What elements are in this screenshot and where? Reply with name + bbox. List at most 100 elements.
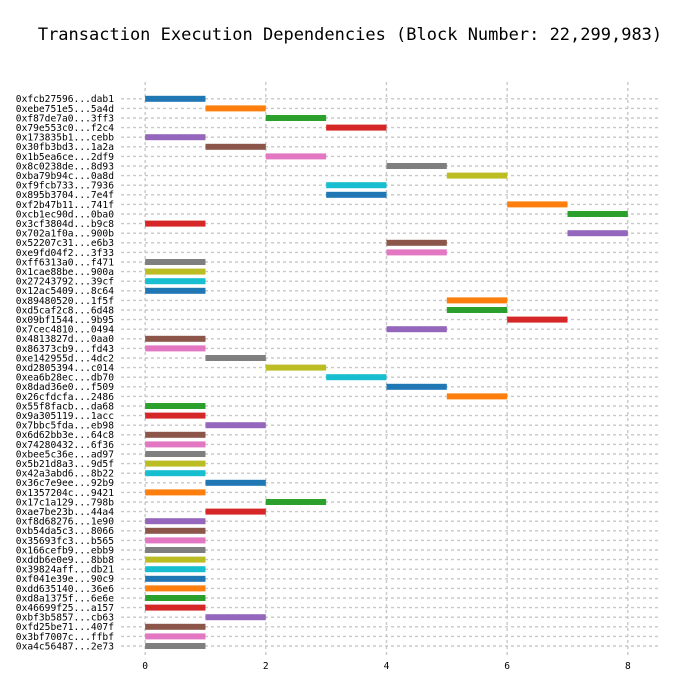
- task-bar: [145, 431, 206, 438]
- y-tick-label: 0xebe751e5...5a4d: [16, 104, 114, 115]
- task-bar: [265, 153, 327, 160]
- y-tick-label: 0x5b21d8a3...9d5f: [16, 459, 114, 470]
- y-tick-label: 0x1b5ea6ce...2df9: [16, 152, 114, 163]
- y-tick-label: 0x30fb3bd3...1a2a: [16, 142, 114, 153]
- x-tick-label: 2: [263, 661, 269, 672]
- task-bar: [205, 422, 266, 429]
- task-bar: [145, 575, 206, 582]
- y-tick-label: 0xa4c56487...2e73: [16, 641, 114, 652]
- y-tick-label: 0x52207c31...e6b3: [16, 238, 114, 249]
- task-bar: [145, 451, 206, 457]
- y-tick-label: 0xd2805394...c014: [16, 363, 114, 374]
- y-gridlines: [121, 98, 658, 647]
- task-bar: [145, 470, 206, 477]
- task-bar: [145, 518, 206, 525]
- task-bar: [145, 403, 206, 409]
- task-bar: [145, 633, 206, 640]
- task-bar: [205, 508, 266, 515]
- task-bar: [145, 595, 206, 601]
- task-bar: [145, 134, 206, 141]
- task-bar: [205, 355, 266, 361]
- task-bar: [145, 220, 206, 227]
- task-bar: [145, 460, 206, 467]
- y-tick-label: 0xf9fcb733...7936: [16, 181, 114, 192]
- y-tick-label: 0x55f8facb...da68: [16, 401, 114, 412]
- task-bar: [386, 249, 447, 256]
- y-tick-label: 0xf041e39e...90c9: [16, 574, 114, 585]
- y-tick-label: 0x27243792...39cf: [16, 277, 114, 288]
- y-tick-label: 0xfcb27596...dab1: [16, 94, 114, 105]
- y-tick-label: 0xfd25be71...407f: [16, 622, 114, 633]
- y-tick-label: 0x12ac5409...8c64: [16, 286, 114, 297]
- chart-title: Transaction Execution Dependencies (Bloc…: [38, 25, 662, 45]
- task-bar: [386, 239, 447, 246]
- y-tick-label: 0x6d62bb3e...64c8: [16, 430, 114, 441]
- task-bar: [567, 230, 628, 237]
- task-bar: [145, 537, 206, 544]
- y-tick-label: 0x26cfdcfa...2486: [16, 392, 114, 403]
- task-bar: [145, 95, 206, 102]
- y-tick-label: 0xb54da5c3...8066: [16, 526, 114, 537]
- x-tick-label: 4: [384, 661, 390, 672]
- task-bar: [145, 623, 206, 630]
- y-tick-label: 0x86373cb9...fd43: [16, 344, 114, 355]
- task-bar: [145, 566, 206, 573]
- task-bar: [145, 643, 206, 649]
- task-bar: [265, 364, 327, 371]
- y-tick-label: 0xf87de7a0...3ff3: [16, 113, 114, 124]
- task-bar: [446, 307, 508, 313]
- x-tick-label: 0: [142, 661, 148, 672]
- y-tick-label: 0x17c1a129...798b: [16, 497, 114, 508]
- task-bar: [507, 316, 568, 323]
- y-tick-label: 0xbee5c36e...ad97: [16, 449, 114, 460]
- x-tick-label: 6: [504, 661, 510, 672]
- y-tick-label: 0x1357204c...9421: [16, 488, 114, 499]
- y-tick-label: 0xd5caf2c8...6d48: [16, 305, 114, 316]
- y-tick-label: 0xbf3b5857...cb63: [16, 613, 114, 624]
- task-bar: [446, 297, 508, 304]
- y-tick-label: 0xf2b47b11...741f: [16, 200, 114, 211]
- task-bar: [205, 479, 266, 486]
- y-tick-label: 0xd8a1375f...6e6e: [16, 593, 114, 604]
- y-axis-tick-labels: 0xfcb27596...dab10xebe751e5...5a4d0xf87d…: [16, 94, 114, 652]
- task-bar: [446, 172, 508, 179]
- task-bar: [145, 527, 206, 534]
- task-bar: [205, 143, 266, 150]
- task-bar: [326, 374, 387, 381]
- y-tick-label: 0x35693fc3...b565: [16, 536, 114, 547]
- task-bar: [145, 345, 206, 352]
- y-tick-label: 0xe9fd04f2...3f33: [16, 248, 114, 259]
- task-bar: [145, 441, 206, 448]
- y-tick-label: 0xae7be23b...44a4: [16, 507, 114, 518]
- task-bar: [386, 163, 447, 169]
- y-tick-label: 0x895b3704...7e4f: [16, 190, 114, 201]
- task-bar: [145, 547, 206, 553]
- x-tick-label: 8: [625, 661, 631, 672]
- y-tick-label: 0x79e553c0...f2c4: [16, 123, 114, 134]
- task-bar: [145, 489, 206, 496]
- task-bar: [567, 211, 628, 217]
- task-bar: [326, 182, 387, 189]
- y-tick-label: 0x42a3abd6...8b22: [16, 469, 114, 480]
- y-tick-label: 0x74280432...6f36: [16, 440, 114, 451]
- task-bar: [326, 124, 387, 131]
- y-tick-label: 0xe142955d...4dc2: [16, 353, 114, 364]
- y-tick-label: 0xdd635140...36e6: [16, 584, 114, 595]
- task-bar: [386, 326, 447, 333]
- task-bar: [145, 335, 206, 342]
- y-tick-label: 0x36c7e9ee...92b9: [16, 478, 114, 489]
- y-tick-label: 0x39824aff...db21: [16, 565, 114, 576]
- y-tick-label: 0xba79b94c...0a8d: [16, 171, 114, 182]
- y-tick-label: 0x46699f25...a157: [16, 603, 114, 614]
- y-tick-label: 0x8dad36e0...f509: [16, 382, 114, 393]
- y-tick-label: 0x09bf1544...9b95: [16, 315, 114, 326]
- task-bar: [145, 585, 206, 592]
- y-tick-label: 0xddb6e0e9...8bb8: [16, 555, 114, 566]
- y-tick-label: 0x166cefb9...ebb9: [16, 545, 114, 556]
- task-bar: [205, 105, 266, 112]
- y-tick-label: 0x173835b1...cebb: [16, 133, 114, 144]
- y-tick-label: 0xf8d68276...1e90: [16, 517, 114, 528]
- y-tick-label: 0x9a305119...1acc: [16, 411, 114, 422]
- task-bar: [145, 556, 206, 563]
